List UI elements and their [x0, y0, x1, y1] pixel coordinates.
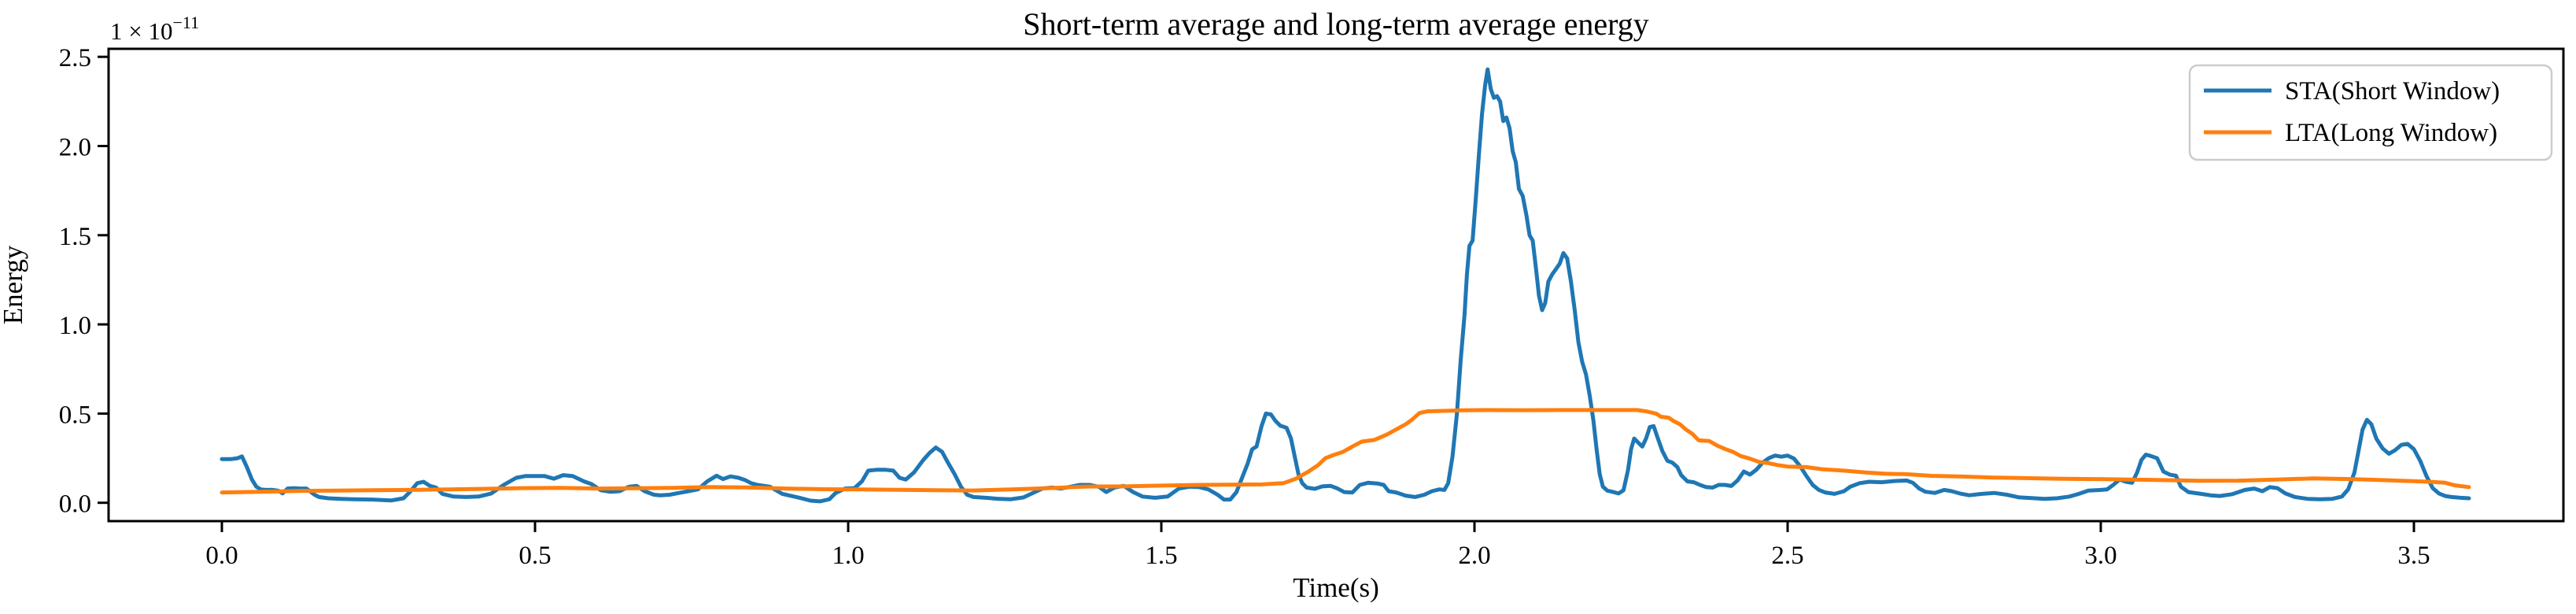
y-tick-label: 1.0	[59, 312, 91, 340]
legend-lta-label: LTA(Long Window)	[2285, 119, 2497, 147]
x-tick-label: 3.0	[2084, 542, 2117, 570]
x-axis-label: Time(s)	[1293, 572, 1379, 603]
x-tick-label: 2.0	[1458, 542, 1490, 570]
y-tick-label: 0.0	[59, 490, 91, 519]
offset-base: 1 × 10	[110, 17, 172, 45]
y-axis-label: Energy	[0, 245, 28, 324]
series-lines	[220, 67, 2471, 504]
legend: STA(Short Window) LTA(Long Window)	[2188, 64, 2553, 161]
y-tick-label: 2.5	[59, 44, 91, 72]
x-tick-label: 0.0	[205, 542, 238, 570]
y-axis-offset-text: 1 × 10−11	[110, 13, 199, 45]
legend-box	[2188, 64, 2553, 161]
plot-area	[109, 49, 2563, 521]
x-tick-label: 3.5	[2397, 542, 2430, 570]
axis-ticks: 0.0 0.5 1.0 1.5 2.0 2.5 3.0 3.5 0.0 0.5 1.0 1.5 2.0 2…	[59, 44, 2430, 570]
sta-line	[220, 67, 2471, 504]
y-tick-label: 2.0	[59, 134, 91, 162]
offset-exponent: −11	[172, 13, 199, 32]
x-tick-label: 2.5	[1771, 542, 1803, 570]
y-tick-label: 1.5	[59, 223, 91, 251]
lta-line	[220, 408, 2471, 495]
axes-frame	[107, 47, 2565, 523]
x-tick-label: 1.5	[1145, 542, 1177, 570]
y-tick-label: 0.5	[59, 401, 91, 429]
legend-sta-label: STA(Short Window)	[2285, 77, 2500, 105]
chart-title: Short-term average and long-term average…	[1023, 6, 1649, 42]
x-tick-label: 1.0	[832, 542, 864, 570]
x-tick-label: 0.5	[519, 542, 551, 570]
